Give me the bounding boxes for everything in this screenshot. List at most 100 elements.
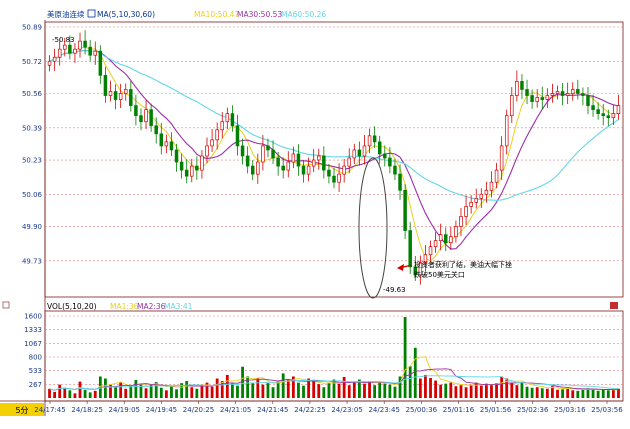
volume-bar — [540, 388, 544, 398]
candle-body — [601, 113, 605, 117]
period-badge[interactable]: 5分 — [15, 406, 28, 415]
volume-bar — [535, 387, 539, 398]
candle-body — [499, 145, 504, 171]
volume-bar — [545, 388, 549, 398]
volume-bar — [139, 383, 143, 398]
candle-body — [63, 44, 67, 50]
volume-bar — [459, 385, 463, 398]
volume-bar — [291, 376, 295, 398]
volume-tick-label: 1067 — [24, 340, 42, 348]
volume-bar — [393, 386, 397, 398]
volume-bar — [281, 373, 285, 398]
candle-body — [129, 89, 133, 106]
candle-body — [266, 145, 270, 151]
volume-bar — [444, 383, 448, 398]
candle-body — [220, 121, 224, 131]
volume-bar — [561, 389, 564, 398]
candle-body — [484, 189, 489, 195]
candle-body — [352, 149, 357, 159]
price-panel-frame — [44, 21, 624, 298]
vol-ma20-line — [49, 375, 619, 391]
volume-bar — [342, 376, 346, 398]
time-tick-label: 24/20:25 — [183, 406, 214, 414]
candle-layer — [47, 30, 621, 285]
candle-body — [449, 236, 453, 244]
candle-body — [317, 155, 321, 161]
candle-body — [281, 165, 285, 171]
candle-body — [581, 93, 585, 96]
candle-body — [418, 262, 423, 276]
candle-body — [327, 169, 331, 177]
volume-bar — [241, 366, 244, 398]
candle-body — [565, 93, 570, 96]
volume-bar — [58, 384, 62, 398]
volume-bar — [190, 387, 194, 398]
volume-bar — [286, 379, 290, 398]
volume-bar — [205, 382, 209, 398]
volume-bar — [469, 384, 473, 398]
volume-bar — [246, 376, 250, 398]
annotation-line-1: 投资者获利了结，美油大幅下挫 — [414, 260, 512, 269]
candle-body — [347, 157, 351, 167]
candle-body — [322, 155, 326, 171]
candle-body — [535, 97, 539, 102]
volume-bar — [424, 374, 427, 398]
candle-body — [403, 189, 407, 231]
candle-body — [433, 240, 438, 248]
volume-close-icon[interactable] — [610, 302, 618, 309]
candle-body — [245, 155, 250, 167]
volume-bar — [73, 393, 77, 398]
candle-body — [47, 60, 52, 66]
vol-ma1-value: MA1:36 — [110, 302, 139, 311]
ma30-value: MA30:50.53 — [237, 10, 282, 19]
price-tick-label: 50.06 — [22, 191, 43, 199]
price-tick-label: 49.90 — [22, 223, 42, 231]
candle-body — [113, 91, 118, 100]
price-header: 美原油连续 MA(5,10,30,60) MA10:50.47 MA30:50.… — [47, 9, 326, 19]
volume-bar — [383, 383, 387, 398]
candle-body — [398, 173, 402, 191]
candle-body — [611, 113, 616, 119]
vol-ma5-line — [49, 356, 619, 391]
candle-body — [205, 145, 209, 157]
candle-body — [525, 89, 529, 96]
vol-ma2-value: MA2:36 — [137, 302, 166, 311]
volume-bar — [474, 382, 478, 398]
volume-bar — [429, 378, 432, 398]
volume-tick-label: 267 — [29, 381, 42, 389]
candle-body — [311, 159, 316, 167]
candle-body — [123, 89, 128, 94]
candle-body — [215, 129, 219, 141]
candle-body — [190, 165, 194, 177]
candle-body — [52, 56, 57, 62]
indicator-icon[interactable] — [87, 9, 96, 18]
candle-body — [174, 149, 179, 163]
volume-bar — [317, 384, 321, 398]
volume-collapse-icon[interactable] — [2, 301, 10, 309]
volume-bar — [566, 387, 570, 398]
period-badge-bg[interactable] — [0, 403, 44, 416]
volume-bar — [327, 383, 331, 398]
time-tick-label: 24/19:45 — [146, 406, 177, 414]
candle-body — [479, 193, 484, 199]
volume-bar — [231, 383, 234, 398]
volume-tick-label: 533 — [29, 367, 42, 375]
candle-body — [438, 234, 443, 241]
candle-body — [408, 230, 412, 268]
candle-body — [195, 165, 199, 171]
candle-body — [444, 234, 448, 244]
candle-body — [271, 149, 275, 159]
candle-body — [616, 105, 621, 115]
volume-bar — [256, 378, 260, 398]
volume-bar — [490, 385, 493, 398]
candle-body — [250, 165, 255, 175]
candle-body — [240, 145, 245, 157]
candle-body — [550, 93, 555, 96]
volume-bar — [119, 382, 123, 398]
candle-body — [596, 109, 600, 115]
volume-bar — [515, 385, 519, 398]
vol-ma3-value: MA3:41 — [164, 302, 193, 311]
candle-body — [560, 91, 565, 96]
volume-bar — [220, 381, 224, 398]
time-tick-label: 24/18:25 — [71, 406, 102, 414]
